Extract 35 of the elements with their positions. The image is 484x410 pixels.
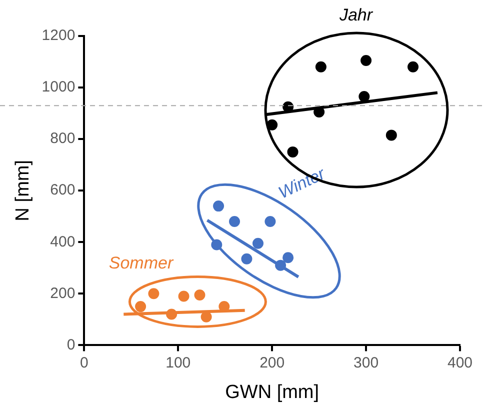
point [264,216,276,228]
x-tick-label: 200 [260,354,285,372]
y-tick-label: 0 [66,336,76,354]
point [315,61,326,72]
point [166,308,178,320]
y-tick-label: 400 [50,233,76,250]
x-tick-label: 400 [447,354,473,372]
x-tick-label: 300 [354,354,379,372]
series-label: Sommer [108,254,174,273]
point [213,200,224,212]
point [282,101,294,112]
point [282,252,294,264]
point [358,91,370,102]
x-tick-label: 0 [80,354,88,372]
point [275,260,286,271]
point [135,301,146,312]
point [241,253,252,264]
point [287,146,298,158]
point [229,216,240,228]
y-tick-label: 1200 [42,27,76,44]
series-label: Jahr [338,6,374,25]
point [252,238,264,249]
y-tick-label: 800 [50,130,76,148]
point [194,289,206,300]
y-tick-label: 200 [50,284,76,302]
point [360,54,372,66]
point [408,61,419,72]
y-tick-label: 1000 [42,78,76,96]
x-axis-title: GWN [mm] [225,382,320,403]
y-tick-label: 600 [50,182,76,199]
point [178,290,190,302]
point [386,130,397,141]
x-tick-label: 100 [166,354,191,372]
point [148,288,160,300]
y-axis-title: N [mm] [12,160,34,222]
